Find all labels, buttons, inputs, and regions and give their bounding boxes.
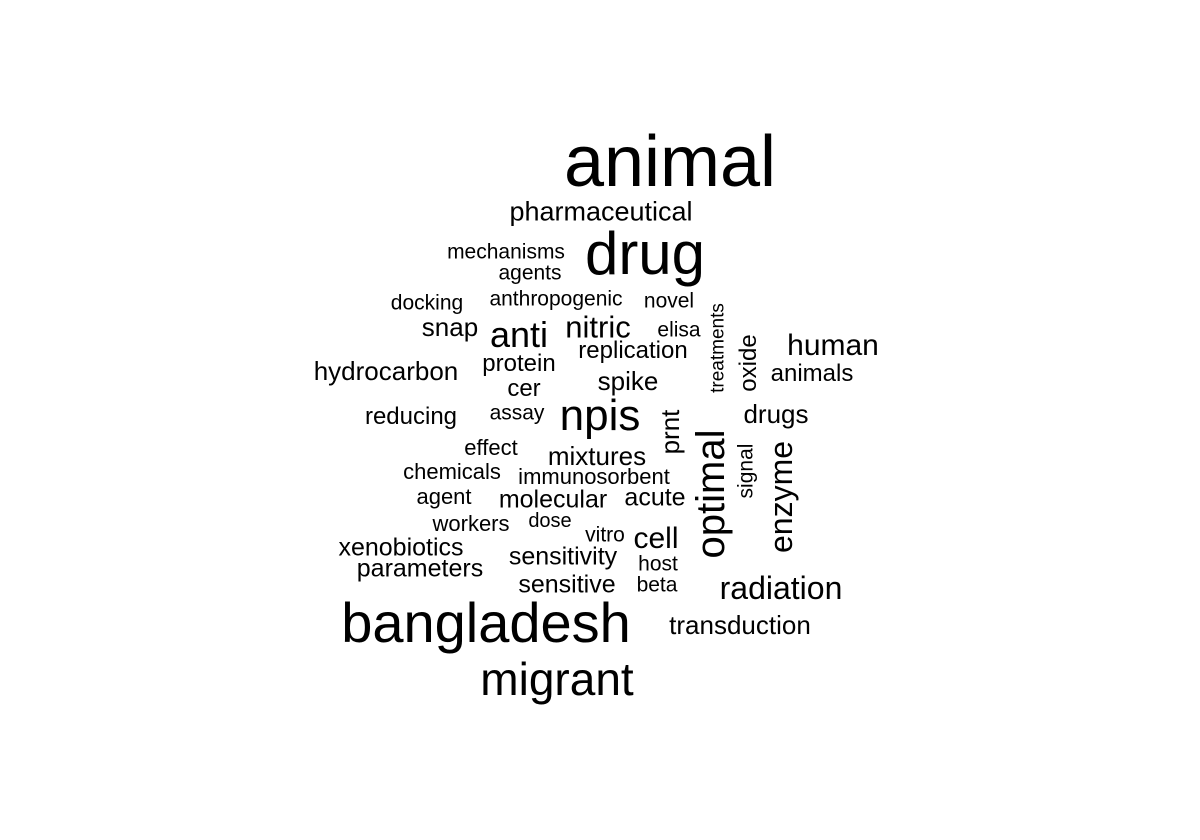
word-workers: workers bbox=[432, 511, 510, 536]
word-animals: animals bbox=[770, 360, 854, 387]
word-bangladesh: bangladesh bbox=[341, 591, 631, 654]
word-agents: agents bbox=[498, 261, 562, 285]
word-elisa: elisa bbox=[657, 318, 701, 342]
word-mixtures: mixtures bbox=[547, 441, 647, 471]
word-transduction: transduction bbox=[669, 610, 811, 640]
word-snap: snap bbox=[421, 312, 479, 342]
word-animal: animal bbox=[563, 122, 777, 202]
word-anti: anti bbox=[489, 314, 549, 355]
word-xenobiotics: xenobiotics bbox=[338, 533, 464, 562]
word-signal: signal bbox=[734, 443, 758, 499]
word-molecular: molecular bbox=[498, 485, 608, 514]
word-effect: effect bbox=[464, 435, 518, 460]
word-optimal: optimal bbox=[689, 429, 733, 559]
word-drug: drug bbox=[584, 220, 706, 287]
word-pharmaceutical: pharmaceutical bbox=[509, 196, 693, 227]
word-treatments: treatments bbox=[707, 303, 729, 393]
word-dose: dose bbox=[528, 510, 572, 532]
word-sensitivity: sensitivity bbox=[508, 542, 618, 571]
word-replication: replication bbox=[578, 337, 688, 364]
word-beta: beta bbox=[636, 573, 678, 597]
word-protein: protein bbox=[482, 350, 556, 377]
word-docking: docking bbox=[390, 291, 464, 315]
word-agent: agent bbox=[416, 484, 472, 509]
word-acute: acute bbox=[624, 483, 686, 512]
word-vitro: vitro bbox=[585, 523, 625, 547]
word-cell: cell bbox=[633, 522, 679, 555]
word-anthropogenic: anthropogenic bbox=[489, 287, 623, 311]
word-migrant: migrant bbox=[480, 653, 634, 705]
word-chemicals: chemicals bbox=[403, 459, 501, 484]
word-sensitive: sensitive bbox=[518, 570, 616, 599]
word-hydrocarbon: hydrocarbon bbox=[313, 356, 459, 386]
word-oxide: oxide bbox=[735, 334, 762, 392]
word-assay: assay bbox=[489, 401, 545, 425]
word-mechanisms: mechanisms bbox=[447, 240, 565, 264]
word-spike: spike bbox=[597, 366, 659, 396]
word-novel: novel bbox=[643, 289, 695, 313]
word-enzyme: enzyme bbox=[763, 440, 799, 554]
word-nitric: nitric bbox=[565, 309, 631, 345]
word-immunosorbent: immunosorbent bbox=[518, 464, 670, 489]
word-prnt: prnt bbox=[655, 409, 685, 455]
word-drugs: drugs bbox=[743, 399, 809, 429]
word-host: host bbox=[638, 552, 678, 576]
word-reducing: reducing bbox=[364, 403, 458, 430]
word-radiation: radiation bbox=[719, 570, 843, 606]
word-cer: cer bbox=[507, 375, 541, 402]
word-human: human bbox=[787, 329, 879, 362]
word-npis: npis bbox=[559, 391, 641, 440]
word-parameters: parameters bbox=[356, 554, 484, 583]
